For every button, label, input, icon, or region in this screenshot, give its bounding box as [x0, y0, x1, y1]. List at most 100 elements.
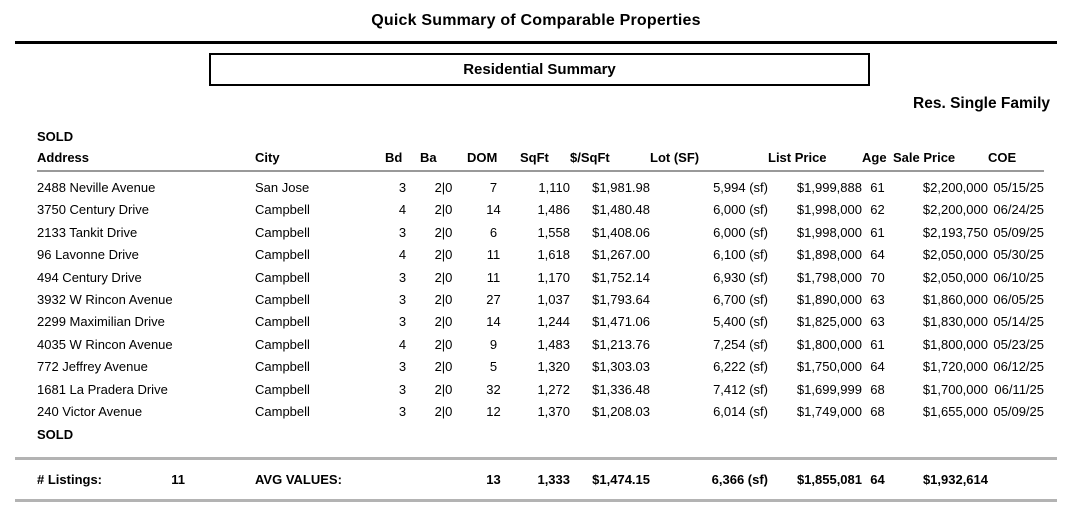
cell-list-price: $1,825,000 — [796, 314, 862, 330]
avg-sqft: 1,333 — [537, 472, 571, 488]
col-header-coe: COE — [988, 150, 1044, 172]
cell-sqft: 1,110 — [538, 180, 570, 195]
avg-values-label: AVG VALUES: — [255, 472, 342, 488]
cell-address: 96 Lavonne Drive — [37, 247, 139, 263]
table-row: 4035 W Rincon Avenue Campbell 4 2|0 9 1,483 $1… — [37, 334, 1044, 356]
cell-coe: 05/09/25 — [993, 404, 1044, 420]
cell-sqft: 1,486 — [537, 202, 570, 218]
cell-price-per-sqft: $1,208.03 — [592, 404, 650, 420]
cell-price-per-sqft: $1,471.06 — [592, 314, 650, 330]
cell-coe: 05/14/25 — [993, 314, 1044, 330]
cell-ba: 2|0 — [434, 381, 453, 397]
avg-lot-sf: 6,366 (sf) — [711, 472, 769, 488]
cell-dom: 6 — [489, 224, 498, 240]
cell-ba: 2|0 — [434, 247, 453, 263]
cell-list-price: $1,890,000 — [796, 292, 862, 308]
cell-sale-price: $2,050,000 — [922, 247, 988, 263]
cell-dom: 14 — [486, 314, 501, 330]
table-row: 2299 Maximilian Drive Campbell 3 2|0 14 1,244… — [37, 311, 1044, 333]
cell-sale-price: $1,830,000 — [922, 314, 988, 330]
cell-sale-price: $2,200,000 — [922, 180, 988, 195]
cell-ba: 2|0 — [434, 292, 453, 308]
cell-coe: 06/05/25 — [993, 292, 1044, 308]
comps-table-area: SOLD Address City Bd Ba DOM SqFt $/SqFt Lot (SF… — [37, 129, 1044, 443]
cell-coe: 05/09/25 — [993, 224, 1044, 240]
cell-address: 2488 Neville Avenue — [37, 180, 156, 195]
cell-age: 64 — [870, 247, 885, 263]
cell-age: 68 — [870, 404, 885, 420]
cell-lot-sf: 6,014 (sf) — [713, 404, 768, 420]
cell-ba: 2|0 — [434, 202, 453, 218]
cell-dom: 7 — [489, 180, 498, 195]
table-row: 1681 La Pradera Drive Campbell 3 2|0 32 1,272… — [37, 379, 1044, 401]
cell-age: 61 — [870, 180, 885, 195]
cell-city: Campbell — [255, 224, 310, 240]
cell-address: 3750 Century Drive — [37, 202, 149, 218]
header-row: Address City Bd Ba DOM SqFt $/SqFt Lot (SF) List… — [37, 150, 1044, 172]
residential-summary-label: Residential Summary — [463, 61, 616, 78]
cell-list-price: $1,699,999 — [796, 381, 862, 397]
avg-values-row: # Listings: 11 AVG VALUES: 13 1,333 $1,4… — [37, 472, 1044, 487]
cell-address: 772 Jeffrey Avenue — [37, 359, 148, 375]
cell-sqft: 1,483 — [537, 336, 570, 352]
cell-city: Campbell — [255, 381, 310, 397]
avg-price-per-sqft: $1,474.15 — [592, 472, 651, 488]
cell-price-per-sqft: $1,408.06 — [592, 224, 650, 240]
cell-ba: 2|0 — [434, 314, 453, 330]
cell-sale-price: $2,050,000 — [922, 269, 988, 285]
table-row: 494 Century Drive Campbell 3 2|0 11 1,170 $1,7… — [37, 267, 1044, 289]
cell-sqft: 1,170 — [537, 269, 570, 285]
cell-sqft: 1,618 — [537, 247, 570, 263]
cell-age: 62 — [870, 202, 885, 218]
cell-city: Campbell — [255, 247, 310, 263]
col-header-sqft: SqFt — [520, 150, 570, 172]
cell-dom: 9 — [489, 336, 498, 352]
cell-list-price: $1,800,000 — [796, 336, 862, 352]
cell-address: 3932 W Rincon Avenue — [37, 292, 173, 308]
cell-ba: 2|0 — [434, 404, 453, 420]
cell-list-price: $1,998,000 — [796, 202, 862, 218]
avg-coe — [988, 472, 1044, 487]
cell-lot-sf: 5,400 (sf) — [713, 314, 768, 330]
cell-coe: 06/11/25 — [994, 381, 1044, 397]
cell-ba: 2|0 — [434, 336, 453, 352]
comps-table: Address City Bd Ba DOM SqFt $/SqFt Lot (SF) List… — [37, 150, 1044, 423]
cell-list-price: $1,999,888 — [796, 180, 862, 195]
col-header-list-price: List Price — [768, 150, 862, 172]
comps-table-header: Address City Bd Ba DOM SqFt $/SqFt Lot (SF) List… — [37, 150, 1044, 172]
cell-lot-sf: 6,222 (sf) — [713, 359, 768, 375]
page-title: Quick Summary of Comparable Properties — [371, 12, 701, 29]
col-header-city: City — [255, 150, 385, 172]
cell-age: 64 — [870, 359, 885, 375]
cell-coe: 05/15/25 — [993, 180, 1044, 195]
avg-age: 64 — [870, 472, 885, 488]
cell-coe: 06/24/25 — [993, 202, 1044, 218]
cell-lot-sf: 6,000 (sf) — [713, 202, 768, 218]
cell-city: Campbell — [255, 292, 310, 308]
avg-values-band: # Listings: 11 AVG VALUES: 13 1,333 $1,4… — [15, 457, 1057, 503]
sold-section-label-bottom: SOLD — [37, 427, 74, 443]
cell-ba: 2|0 — [434, 359, 453, 375]
cell-list-price: $1,998,000 — [796, 224, 862, 240]
table-row: 2488 Neville Avenue San Jose 3 2|0 7 1,110 $1,… — [37, 171, 1044, 199]
cell-lot-sf: 6,700 (sf) — [713, 292, 768, 308]
cell-age: 63 — [870, 292, 885, 308]
cell-address: 2133 Tankit Drive — [37, 224, 138, 240]
table-row: 772 Jeffrey Avenue Campbell 3 2|0 5 1,320 $1,3… — [37, 356, 1044, 378]
cell-sqft: 1,244 — [537, 314, 570, 330]
listings-label: # Listings: — [37, 472, 103, 488]
cell-price-per-sqft: $1,752.14 — [592, 269, 650, 285]
cell-city: Campbell — [255, 404, 310, 420]
cell-list-price: $1,798,000 — [796, 269, 862, 285]
col-header-age: Age — [862, 150, 893, 172]
table-row: 3750 Century Drive Campbell 4 2|0 14 1,486 $1,… — [37, 199, 1044, 221]
cell-bd: 3 — [398, 224, 407, 240]
cell-sale-price: $1,655,000 — [922, 404, 988, 420]
col-header-dom: DOM — [467, 150, 520, 172]
cell-address: 2299 Maximilian Drive — [37, 314, 165, 330]
col-header-bd: Bd — [385, 150, 420, 172]
property-type-label: Res. Single Family — [913, 95, 1050, 112]
cell-address: 4035 W Rincon Avenue — [37, 336, 173, 352]
avg-dom: 13 — [486, 472, 501, 488]
cell-coe: 05/30/25 — [993, 247, 1044, 263]
